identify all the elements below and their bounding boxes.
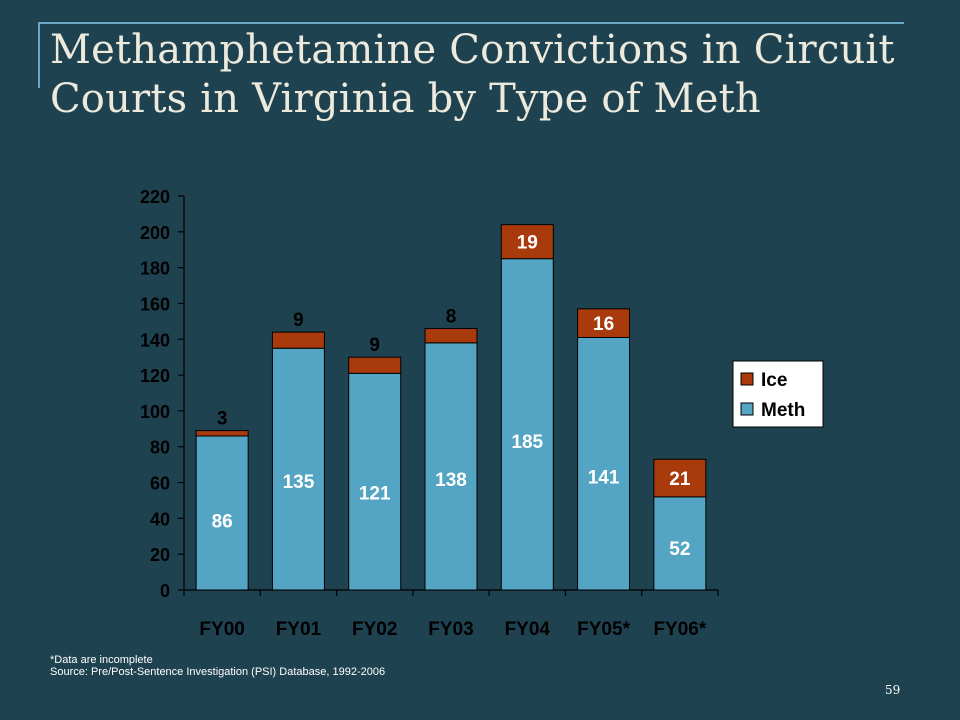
data-label-ice: 9 <box>369 335 380 356</box>
data-label-ice: 8 <box>446 307 457 328</box>
bar-meth <box>271 347 325 591</box>
data-label-meth: 86 <box>212 512 233 533</box>
bar-meth <box>500 258 554 591</box>
data-label-meth: 141 <box>588 467 620 488</box>
footnote-source: Source: Pre/Post-Sentence Investigation … <box>50 666 386 678</box>
bar-meth <box>577 336 631 591</box>
y-tick-label: 180 <box>140 259 170 279</box>
x-tick-label: FY01 <box>276 619 322 640</box>
bar-ice <box>424 328 478 344</box>
y-tick-label: 40 <box>150 509 170 529</box>
bar-meth <box>653 496 707 591</box>
y-tick-label: 20 <box>150 545 170 565</box>
data-label-ice: 16 <box>593 314 614 335</box>
y-tick-label: 140 <box>140 330 170 350</box>
bar-ice <box>348 356 402 374</box>
data-label-ice: 9 <box>293 310 304 331</box>
y-tick-label: 120 <box>140 366 170 386</box>
footnote: *Data are incomplete Source: Pre/Post-Se… <box>50 654 385 678</box>
y-tick-label: 60 <box>150 474 170 494</box>
legend-swatch-meth <box>740 402 754 416</box>
bar-ice <box>653 458 707 498</box>
data-label-meth: 52 <box>669 539 690 560</box>
x-tick-label: FY03 <box>428 619 473 640</box>
x-tick-label: FY06* <box>653 619 706 640</box>
bar-ice <box>577 308 631 338</box>
bar-meth <box>195 435 249 591</box>
y-tick-label: 0 <box>160 581 170 601</box>
data-label-ice: 3 <box>217 409 228 430</box>
y-tick-label: 80 <box>150 438 170 458</box>
bar-ice <box>195 430 249 437</box>
y-tick-label: 220 <box>140 187 170 207</box>
title-rule-vertical <box>38 22 40 88</box>
bar-meth <box>348 372 402 591</box>
bar-ice <box>500 224 554 260</box>
x-tick-label: FY02 <box>352 619 397 640</box>
legend-label-meth: Meth <box>761 400 805 421</box>
page-number: 59 <box>885 683 901 697</box>
bar-ice <box>271 331 325 349</box>
slide-title: Methamphetamine Convictions in Circuit C… <box>50 27 895 122</box>
title-rule-horizontal <box>38 22 904 24</box>
x-tick-label: FY00 <box>199 619 244 640</box>
data-label-meth: 135 <box>283 472 315 493</box>
y-tick-label: 160 <box>140 294 170 314</box>
data-label-meth: 185 <box>511 432 543 453</box>
footnote-incomplete: *Data are incomplete <box>50 654 153 666</box>
x-tick-label: FY05* <box>577 619 630 640</box>
data-label-ice: 19 <box>517 233 538 254</box>
bar-meth <box>424 342 478 591</box>
legend-label-ice: Ice <box>761 370 787 391</box>
data-label-meth: 138 <box>435 470 467 491</box>
data-label-ice: 21 <box>669 469 691 490</box>
x-tick-label: FY04 <box>505 619 551 640</box>
legend-box <box>732 360 824 428</box>
data-label-meth: 121 <box>359 483 391 504</box>
y-tick-label: 200 <box>140 223 170 243</box>
legend-swatch-ice <box>740 372 754 386</box>
y-tick-label: 100 <box>140 402 170 422</box>
